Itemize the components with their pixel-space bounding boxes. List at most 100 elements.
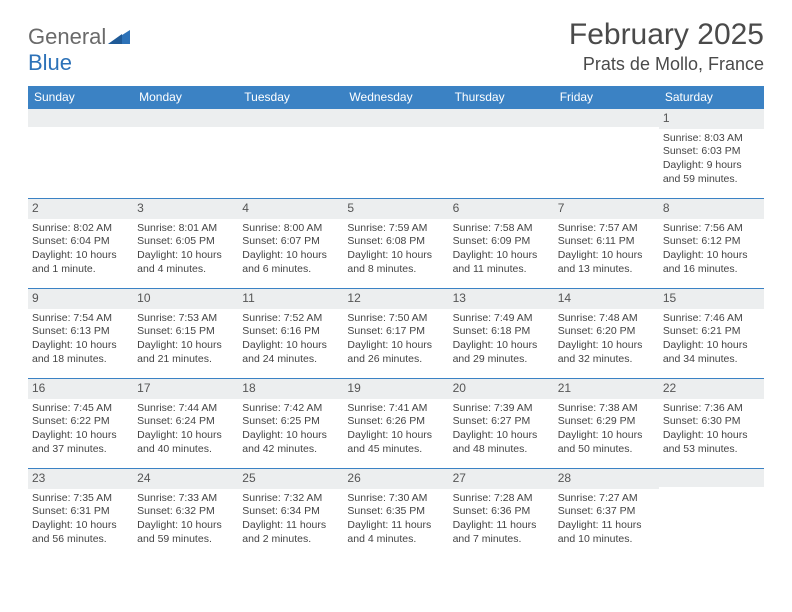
calendar-cell: 6Sunrise: 7:58 AMSunset: 6:09 PMDaylight… bbox=[449, 199, 554, 289]
day-number: 22 bbox=[659, 379, 764, 399]
day-number: 6 bbox=[449, 199, 554, 219]
day-line: Sunset: 6:20 PM bbox=[558, 325, 655, 339]
day-line: Sunrise: 7:50 AM bbox=[347, 312, 444, 326]
day-line: Sunset: 6:30 PM bbox=[663, 415, 760, 429]
day-content: Sunrise: 7:42 AMSunset: 6:25 PMDaylight:… bbox=[238, 399, 343, 460]
day-content bbox=[133, 127, 238, 133]
day-line: Daylight: 10 hours and 24 minutes. bbox=[242, 339, 339, 366]
calendar-cell: 2Sunrise: 8:02 AMSunset: 6:04 PMDaylight… bbox=[28, 199, 133, 289]
day-line: Sunset: 6:21 PM bbox=[663, 325, 760, 339]
day-number: 9 bbox=[28, 289, 133, 309]
day-line: Sunrise: 7:57 AM bbox=[558, 222, 655, 236]
header-bar: General Blue February 2025 Prats de Moll… bbox=[28, 18, 764, 76]
day-content: Sunrise: 7:41 AMSunset: 6:26 PMDaylight:… bbox=[343, 399, 448, 460]
day-line: Sunset: 6:32 PM bbox=[137, 505, 234, 519]
day-line: Sunset: 6:04 PM bbox=[32, 235, 129, 249]
day-line: Sunrise: 7:59 AM bbox=[347, 222, 444, 236]
day-header: Friday bbox=[554, 86, 659, 109]
day-line: Sunset: 6:31 PM bbox=[32, 505, 129, 519]
day-header: Sunday bbox=[28, 86, 133, 109]
day-line: Sunset: 6:16 PM bbox=[242, 325, 339, 339]
day-number: 12 bbox=[343, 289, 448, 309]
calendar-cell: 26Sunrise: 7:30 AMSunset: 6:35 PMDayligh… bbox=[343, 469, 448, 559]
day-content: Sunrise: 7:57 AMSunset: 6:11 PMDaylight:… bbox=[554, 219, 659, 280]
calendar-cell: 18Sunrise: 7:42 AMSunset: 6:25 PMDayligh… bbox=[238, 379, 343, 469]
day-content bbox=[238, 127, 343, 133]
calendar-cell: 25Sunrise: 7:32 AMSunset: 6:34 PMDayligh… bbox=[238, 469, 343, 559]
day-line: Sunrise: 7:28 AM bbox=[453, 492, 550, 506]
day-number: 3 bbox=[133, 199, 238, 219]
day-line: Daylight: 10 hours and 4 minutes. bbox=[137, 249, 234, 276]
calendar-cell bbox=[659, 469, 764, 559]
day-content bbox=[449, 127, 554, 133]
day-line: Sunset: 6:35 PM bbox=[347, 505, 444, 519]
day-content: Sunrise: 7:35 AMSunset: 6:31 PMDaylight:… bbox=[28, 489, 133, 550]
day-line: Sunrise: 7:48 AM bbox=[558, 312, 655, 326]
calendar-cell: 22Sunrise: 7:36 AMSunset: 6:30 PMDayligh… bbox=[659, 379, 764, 469]
day-number bbox=[28, 109, 133, 127]
day-number: 25 bbox=[238, 469, 343, 489]
day-content: Sunrise: 8:01 AMSunset: 6:05 PMDaylight:… bbox=[133, 219, 238, 280]
day-content: Sunrise: 7:33 AMSunset: 6:32 PMDaylight:… bbox=[133, 489, 238, 550]
location-label: Prats de Mollo, France bbox=[569, 54, 764, 75]
day-number: 4 bbox=[238, 199, 343, 219]
day-number bbox=[238, 109, 343, 127]
day-line: Sunset: 6:37 PM bbox=[558, 505, 655, 519]
day-line: Sunrise: 7:44 AM bbox=[137, 402, 234, 416]
calendar-cell bbox=[28, 109, 133, 199]
day-content: Sunrise: 7:38 AMSunset: 6:29 PMDaylight:… bbox=[554, 399, 659, 460]
day-number: 23 bbox=[28, 469, 133, 489]
day-number: 15 bbox=[659, 289, 764, 309]
day-content: Sunrise: 7:56 AMSunset: 6:12 PMDaylight:… bbox=[659, 219, 764, 280]
calendar-cell: 13Sunrise: 7:49 AMSunset: 6:18 PMDayligh… bbox=[449, 289, 554, 379]
day-number bbox=[343, 109, 448, 127]
day-line: Sunrise: 7:49 AM bbox=[453, 312, 550, 326]
day-number: 5 bbox=[343, 199, 448, 219]
day-line: Sunrise: 7:38 AM bbox=[558, 402, 655, 416]
day-line: Daylight: 9 hours and 59 minutes. bbox=[663, 159, 760, 186]
logo-triangle-icon bbox=[108, 24, 130, 50]
calendar-cell: 12Sunrise: 7:50 AMSunset: 6:17 PMDayligh… bbox=[343, 289, 448, 379]
day-content bbox=[343, 127, 448, 133]
day-line: Daylight: 10 hours and 59 minutes. bbox=[137, 519, 234, 546]
day-header: Monday bbox=[133, 86, 238, 109]
day-content: Sunrise: 7:54 AMSunset: 6:13 PMDaylight:… bbox=[28, 309, 133, 370]
day-line: Sunrise: 7:52 AM bbox=[242, 312, 339, 326]
day-number: 16 bbox=[28, 379, 133, 399]
day-line: Daylight: 10 hours and 13 minutes. bbox=[558, 249, 655, 276]
calendar-week-row: 23Sunrise: 7:35 AMSunset: 6:31 PMDayligh… bbox=[28, 469, 764, 559]
logo-text-general: General bbox=[28, 24, 106, 49]
calendar-cell: 21Sunrise: 7:38 AMSunset: 6:29 PMDayligh… bbox=[554, 379, 659, 469]
day-content: Sunrise: 7:49 AMSunset: 6:18 PMDaylight:… bbox=[449, 309, 554, 370]
day-line: Sunrise: 8:01 AM bbox=[137, 222, 234, 236]
calendar-week-row: 9Sunrise: 7:54 AMSunset: 6:13 PMDaylight… bbox=[28, 289, 764, 379]
day-number bbox=[449, 109, 554, 127]
day-line: Daylight: 10 hours and 40 minutes. bbox=[137, 429, 234, 456]
calendar-week-row: 16Sunrise: 7:45 AMSunset: 6:22 PMDayligh… bbox=[28, 379, 764, 469]
day-line: Sunset: 6:07 PM bbox=[242, 235, 339, 249]
day-line: Sunrise: 7:30 AM bbox=[347, 492, 444, 506]
day-line: Sunset: 6:27 PM bbox=[453, 415, 550, 429]
calendar-cell bbox=[343, 109, 448, 199]
day-number bbox=[133, 109, 238, 127]
day-content: Sunrise: 7:59 AMSunset: 6:08 PMDaylight:… bbox=[343, 219, 448, 280]
day-number: 13 bbox=[449, 289, 554, 309]
day-line: Daylight: 10 hours and 18 minutes. bbox=[32, 339, 129, 366]
day-line: Daylight: 10 hours and 37 minutes. bbox=[32, 429, 129, 456]
day-number: 18 bbox=[238, 379, 343, 399]
day-content: Sunrise: 7:44 AMSunset: 6:24 PMDaylight:… bbox=[133, 399, 238, 460]
day-line: Sunset: 6:11 PM bbox=[558, 235, 655, 249]
day-content: Sunrise: 7:32 AMSunset: 6:34 PMDaylight:… bbox=[238, 489, 343, 550]
day-content: Sunrise: 7:52 AMSunset: 6:16 PMDaylight:… bbox=[238, 309, 343, 370]
calendar-cell: 23Sunrise: 7:35 AMSunset: 6:31 PMDayligh… bbox=[28, 469, 133, 559]
calendar-cell: 1Sunrise: 8:03 AMSunset: 6:03 PMDaylight… bbox=[659, 109, 764, 199]
day-line: Sunrise: 7:27 AM bbox=[558, 492, 655, 506]
day-line: Sunset: 6:25 PM bbox=[242, 415, 339, 429]
calendar-week-row: 1Sunrise: 8:03 AMSunset: 6:03 PMDaylight… bbox=[28, 109, 764, 199]
day-content: Sunrise: 8:00 AMSunset: 6:07 PMDaylight:… bbox=[238, 219, 343, 280]
day-content: Sunrise: 8:03 AMSunset: 6:03 PMDaylight:… bbox=[659, 129, 764, 190]
calendar-cell: 4Sunrise: 8:00 AMSunset: 6:07 PMDaylight… bbox=[238, 199, 343, 289]
day-number: 2 bbox=[28, 199, 133, 219]
calendar-cell: 15Sunrise: 7:46 AMSunset: 6:21 PMDayligh… bbox=[659, 289, 764, 379]
day-content bbox=[554, 127, 659, 133]
